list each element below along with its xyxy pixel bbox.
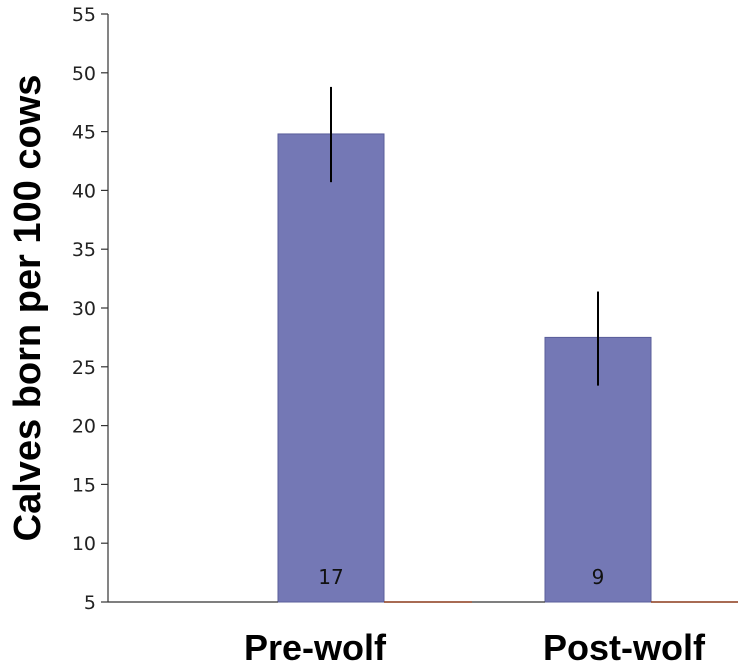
x-axis: Pre-wolf Post-wolf <box>108 601 738 668</box>
y-tick-label: 50 <box>72 63 96 85</box>
y-axis: 5 10 15 20 25 30 35 40 45 50 55 <box>72 4 109 614</box>
y-tick-label: 35 <box>72 239 96 261</box>
y-tick-label: 5 <box>84 592 96 614</box>
bar-pre-wolf <box>277 133 385 603</box>
y-tick-label: 20 <box>72 416 96 438</box>
sample-size-label: 17 <box>318 565 343 589</box>
y-tick-label: 30 <box>72 298 96 320</box>
y-tick-label: 15 <box>72 474 96 496</box>
y-tick-label: 40 <box>72 180 96 202</box>
y-tick-label: 25 <box>72 357 96 379</box>
y-tick-label: 10 <box>72 533 96 555</box>
y-tick-label: 55 <box>72 4 96 26</box>
y-axis-label: Calves born per 100 cows <box>7 75 49 542</box>
category-label: Pre-wolf <box>244 627 387 668</box>
y-tick-label: 45 <box>72 122 96 144</box>
category-label: Post-wolf <box>543 627 706 668</box>
bars: 17 9 <box>277 86 652 603</box>
sample-size-label: 9 <box>592 565 605 589</box>
